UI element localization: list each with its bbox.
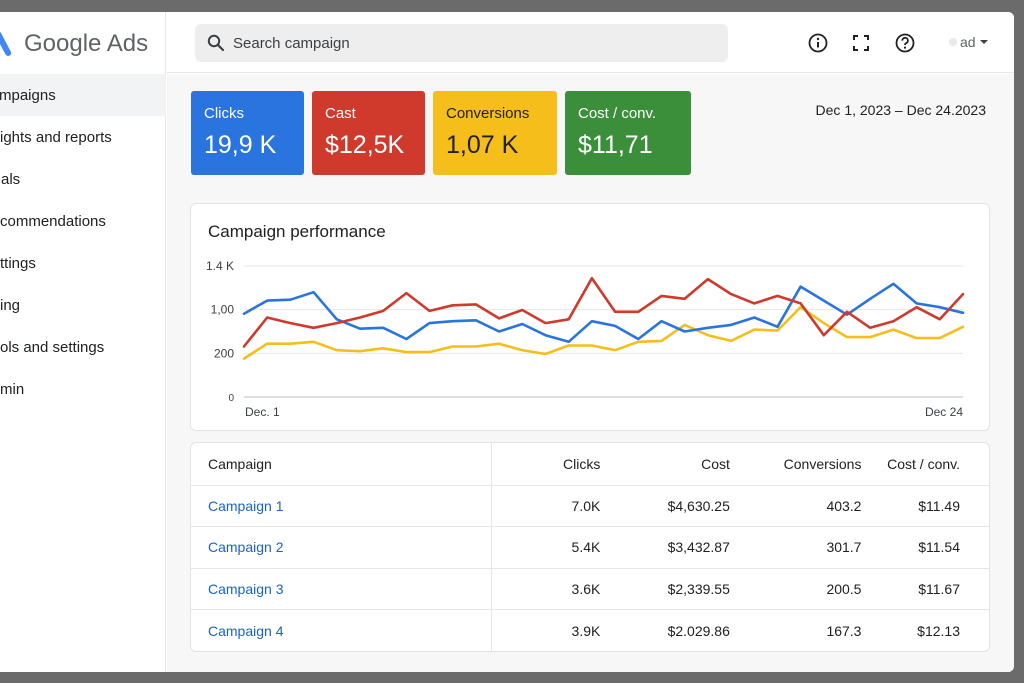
campaign-table-card: Campaign Clicks Cost Conversions Cost / … — [190, 442, 990, 652]
cell-cost-per-conversion: $11.54 — [861, 526, 989, 569]
y-tick-label: 1,00 — [211, 303, 235, 317]
search-box[interactable] — [195, 24, 728, 62]
cell-conversions: 403.2 — [729, 485, 862, 527]
campaign-table: Campaign Clicks Cost Conversions Cost / … — [191, 443, 989, 651]
kpi-card-clicks[interactable]: Clicks 19,9 K — [191, 91, 304, 175]
kpi-value: $11,71 — [578, 131, 653, 159]
cell-conversions: 167.3 — [826, 622, 862, 639]
sidebar-item-tools-and-settings[interactable]: ols and settings — [0, 326, 166, 368]
cell-cost: $2,339.55 — [600, 568, 730, 610]
app-name: Google Ads — [24, 30, 149, 57]
sidebar-item-campaigns[interactable]: mpaigns — [0, 74, 166, 116]
avatar — [949, 38, 957, 46]
column-header-conversions[interactable]: Conversions — [729, 443, 862, 486]
table-row[interactable]: Campaign 3 3.6K $2,339.55 200.5 $11.67 — [191, 568, 989, 610]
campaign-link[interactable]: Campaign 4 — [191, 609, 493, 651]
campaign-link[interactable]: Campaign 3 — [191, 568, 493, 610]
sidebar-item-label: min — [0, 380, 25, 398]
column-header-cost-per-conversion[interactable]: Cost / conv. — [861, 443, 989, 486]
kpi-value: 1,07 K — [446, 131, 519, 159]
search-icon — [207, 34, 225, 52]
cell-cost-per-conversion: $11.67 — [861, 568, 989, 610]
kpi-label: Cost / conv. — [578, 105, 657, 122]
sidebar-item-insights-and-reports[interactable]: ights and reports — [0, 116, 166, 158]
column-header-campaign[interactable]: Campaign — [191, 443, 493, 486]
sidebar-item-label: ols and settings — [0, 338, 105, 356]
campaign-link[interactable]: Campaign 2 — [191, 526, 493, 569]
cell-conversions: 301.7 — [729, 526, 862, 569]
kpi-label: Clicks — [204, 105, 244, 122]
x-tick-label: Dec 24 — [925, 405, 963, 419]
kpi-value: 19,9 K — [204, 131, 277, 159]
sidebar-item-admin[interactable]: min — [0, 368, 166, 410]
series-line-yellow — [242, 305, 965, 360]
table-row[interactable]: Campaign 1 7.0K $4,630.25 403.2 $11.49 — [191, 485, 989, 527]
cell-cost-per-conversion: $12.13 — [917, 622, 960, 639]
info-icon[interactable] — [807, 32, 829, 54]
help-icon[interactable] — [894, 32, 916, 54]
x-tick-label: Dec. 1 — [245, 405, 280, 419]
kpi-card-cost-per-conversion[interactable]: Cost / conv. $11,71 — [565, 91, 691, 175]
main-content: Clicks 19,9 K Cast $12,5K Conversions 1,… — [167, 74, 1014, 672]
y-tick-label: 1.4 K — [206, 259, 234, 273]
kpi-card-conversions[interactable]: Conversions 1,07 K — [433, 91, 557, 175]
fullscreen-icon[interactable] — [850, 32, 872, 54]
campaign-link[interactable]: Campaign 1 — [191, 485, 493, 527]
cell-cost: $4,630.25 — [600, 485, 730, 527]
sidebar-item-label: ttings — [0, 254, 36, 272]
sidebar-item-billing[interactable]: ing — [0, 284, 166, 326]
table-row[interactable]: Campaign 2 5.4K $3,432.87 301.7 $11.54 — [191, 526, 989, 569]
y-tick-label: 200 — [214, 346, 234, 360]
sidebar-item-settings[interactable]: ttings — [0, 242, 166, 284]
kpi-row: Clicks 19,9 K Cast $12,5K Conversions 1,… — [191, 91, 691, 175]
chart-card: Campaign performance 0 200 1,00 1.4 K Dec. 1… — [190, 203, 990, 431]
sidebar-item-goals[interactable]: als — [0, 158, 166, 200]
table-header-row: Campaign Clicks Cost Conversions Cost / … — [191, 443, 989, 486]
cell-cost: $3,432.87 — [600, 526, 730, 569]
kpi-label: Cast — [325, 105, 356, 122]
sidebar-item-recommendations[interactable]: commendations — [0, 200, 166, 242]
table-row[interactable]: Campaign 4 3.9K $2.029.86 167.3 $12.13 — [191, 609, 989, 651]
series-line-blue — [242, 282, 965, 344]
kpi-card-cost[interactable]: Cast $12,5K — [312, 91, 425, 175]
chart-title: Campaign performance — [208, 222, 386, 241]
account-label: ad — [960, 34, 976, 50]
date-range[interactable]: Dec 1, 2023 – Dec 24.2023 — [815, 102, 986, 118]
ads-logo-icon — [0, 32, 12, 56]
cell-clicks: 3.9K — [571, 622, 601, 639]
y-tick-label: 0 — [228, 393, 234, 404]
account-menu[interactable]: ad — [949, 34, 989, 50]
cell-clicks: 3.6K — [491, 568, 601, 610]
column-header-clicks[interactable]: Clicks — [491, 443, 601, 486]
cell-clicks: 5.4K — [491, 526, 601, 569]
cell-clicks: 7.0K — [491, 485, 601, 527]
kpi-value: $12,5K — [325, 131, 405, 159]
kpi-label: Conversions — [446, 105, 530, 122]
sidebar: Google Ads mpaigns ights and reports als… — [0, 12, 166, 672]
cell-conversions: 200.5 — [729, 568, 862, 610]
cell-cost-per-conversion: $11.49 — [861, 485, 989, 527]
sidebar-item-label: mpaigns — [0, 86, 56, 104]
sidebar-item-label: ing — [0, 296, 21, 314]
column-header-cost[interactable]: Cost — [600, 443, 730, 486]
google-ads-logo[interactable]: Google Ads — [0, 26, 148, 62]
caret-down-icon — [979, 40, 988, 44]
sidebar-item-label: als — [1, 170, 21, 188]
app-window: Google Ads mpaigns ights and reports als… — [0, 12, 1014, 672]
performance-chart: 0 200 1,00 1.4 K Dec. 1 Dec 24 — [206, 259, 965, 419]
top-bar: ad — [167, 12, 1014, 73]
sidebar-item-label: commendations — [0, 212, 106, 230]
series-line-red — [242, 276, 965, 348]
sidebar-item-label: ights and reports — [0, 128, 112, 146]
search-input[interactable] — [233, 34, 713, 52]
sidebar-nav: mpaigns ights and reports als commendati… — [0, 74, 166, 410]
cell-cost: $2.029.86 — [667, 622, 730, 639]
